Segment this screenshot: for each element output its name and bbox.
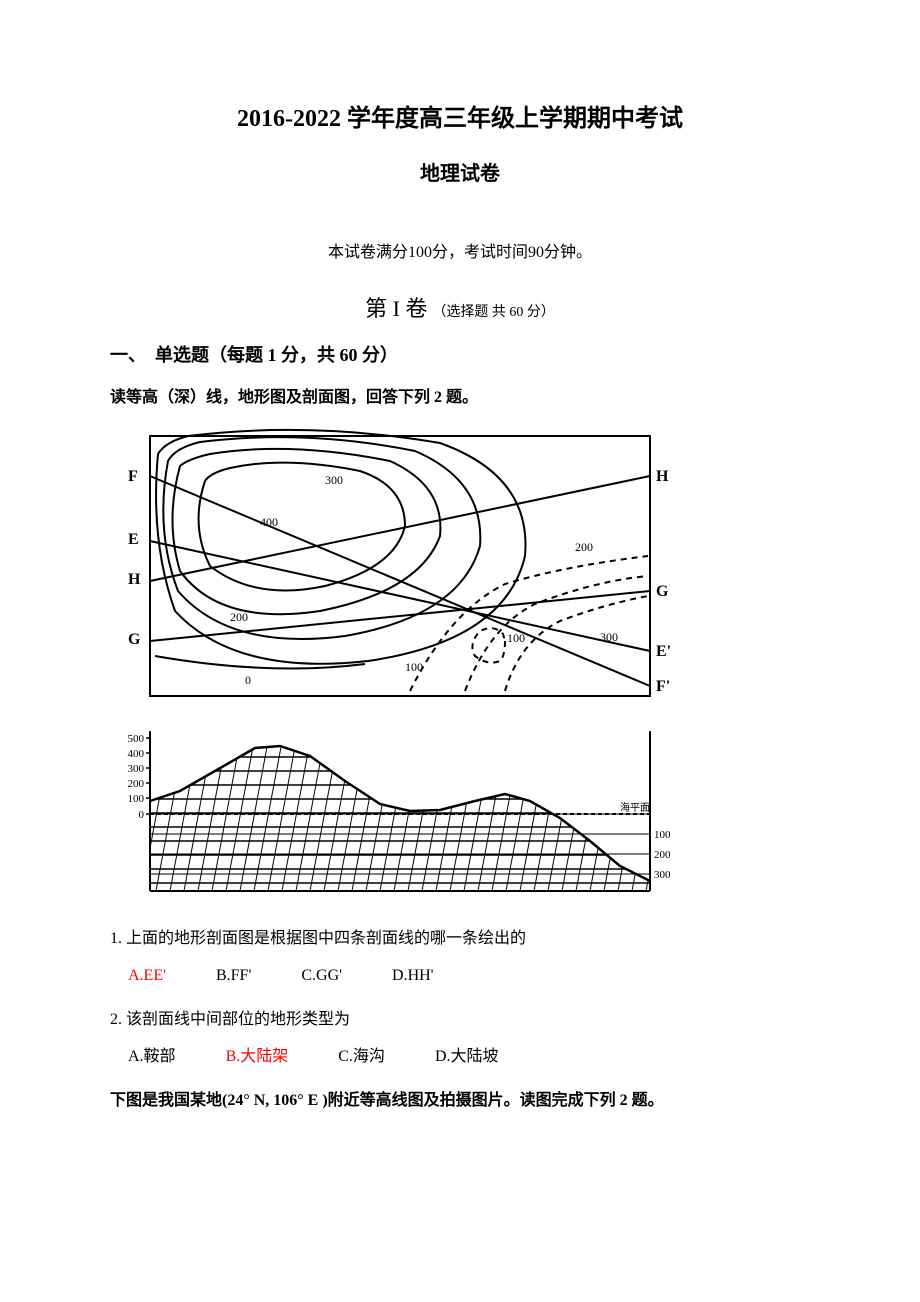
option: A.EE' [128, 963, 166, 989]
svg-text:海平面: 海平面 [620, 801, 650, 814]
svg-text:G: G [128, 631, 141, 648]
svg-text:100: 100 [405, 660, 423, 674]
question-intro-1: 读等高（深）线，地形图及剖面图，回答下列 2 题。 [110, 385, 810, 411]
svg-text:200: 200 [230, 610, 248, 624]
figure-contour-map: 3004002000100200300100FEHGH'G'E'F' [110, 426, 810, 706]
svg-text:E': E' [656, 643, 670, 660]
option: A.鞍部 [128, 1044, 176, 1070]
svg-text:H': H' [656, 468, 670, 485]
figure-cross-section: 500 400 300 200 100 0 100 200 300 海平面 [110, 726, 810, 906]
section-suffix: （选择题 共 60 分） [432, 305, 555, 320]
svg-text:0: 0 [139, 809, 145, 821]
exam-info: 本试卷满分100分，考试时间90分钟。 [110, 240, 810, 266]
svg-text:100: 100 [654, 829, 670, 841]
page-title: 2016-2022 学年度高三年级上学期期中考试 [110, 100, 810, 138]
svg-text:200: 200 [128, 778, 145, 790]
option: C.GG' [301, 963, 342, 989]
option: D.HH' [392, 963, 434, 989]
option: C.海沟 [338, 1044, 385, 1070]
svg-text:G': G' [656, 583, 670, 600]
svg-text:300: 300 [128, 763, 145, 775]
svg-text:300: 300 [325, 473, 343, 487]
svg-text:0: 0 [245, 673, 251, 687]
option: B.FF' [216, 963, 251, 989]
question-intro-2: 下图是我国某地(24° N, 106° E )附近等高线图及拍摄图片。读图完成下… [110, 1088, 810, 1114]
svg-text:F: F [128, 468, 138, 485]
question-2-options: A.鞍部 B.大陆架 C.海沟 D.大陆坡 [110, 1044, 810, 1070]
page-subtitle: 地理试卷 [110, 158, 810, 190]
question-1-options: A.EE' B.FF' C.GG' D.HH' [110, 963, 810, 989]
option: B.大陆架 [226, 1044, 289, 1070]
question-2-text: 2. 该剖面线中间部位的地形类型为 [110, 1007, 810, 1033]
svg-text:300: 300 [654, 869, 670, 881]
svg-text:100: 100 [128, 793, 145, 805]
question-1-text: 1. 上面的地形剖面图是根据图中四条剖面线的哪一条绘出的 [110, 926, 810, 952]
svg-text:F': F' [656, 678, 670, 695]
section-prefix: 第 I 卷 [365, 296, 427, 321]
svg-text:400: 400 [128, 748, 145, 760]
svg-text:200: 200 [575, 540, 593, 554]
svg-text:E: E [128, 531, 139, 548]
svg-text:200: 200 [654, 849, 670, 861]
svg-text:500: 500 [128, 733, 145, 745]
part-heading: 一、 单选题（每题 1 分，共 60 分） [110, 341, 810, 370]
section-title: 第 I 卷 （选择题 共 60 分） [110, 291, 810, 326]
svg-text:H: H [128, 571, 141, 588]
option: D.大陆坡 [435, 1044, 499, 1070]
